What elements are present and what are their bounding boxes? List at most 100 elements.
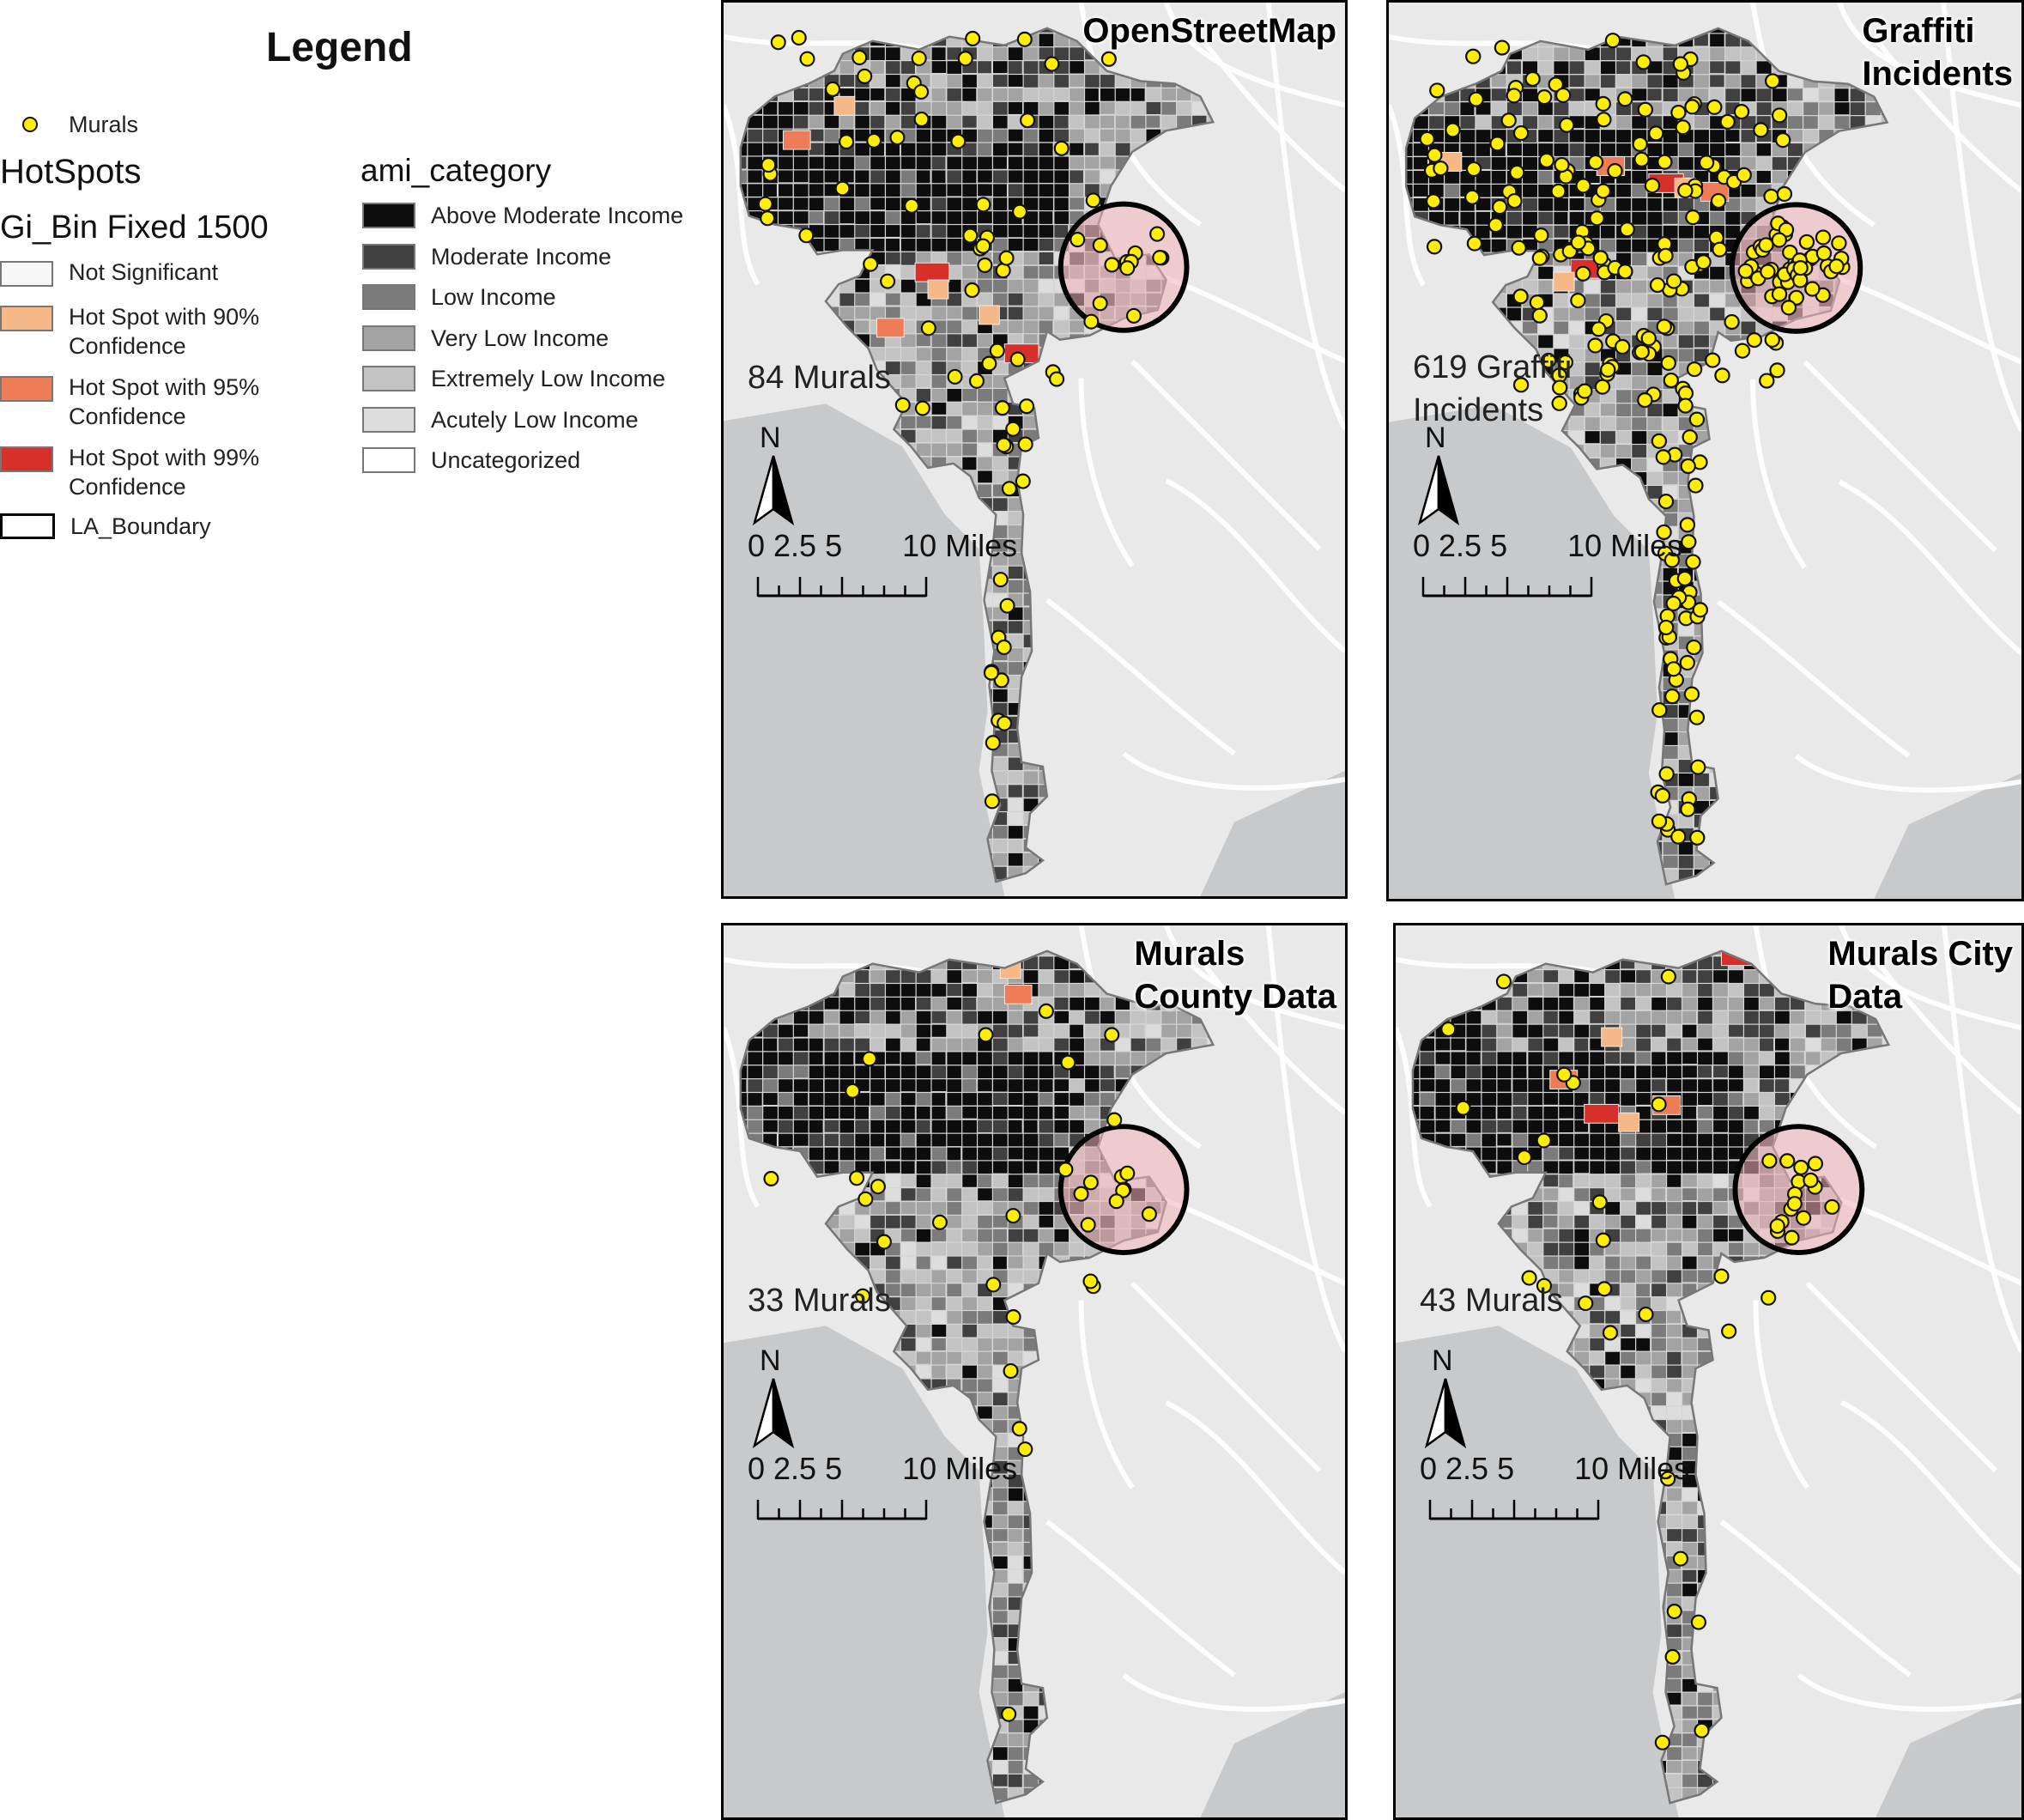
mural-dot [1683, 686, 1700, 702]
tract [1053, 100, 1072, 117]
tract [1099, 73, 1118, 90]
legend-boundary-label: LA_Boundary [70, 513, 211, 539]
tract [1053, 210, 1072, 228]
tract [747, 1065, 765, 1081]
tract [946, 1023, 964, 1039]
road [1837, 3, 2021, 108]
road [1130, 359, 1322, 551]
ami-category-label: Uncategorized [431, 447, 581, 473]
tract [961, 456, 978, 473]
north-arrow-icon [752, 455, 795, 526]
tract [1459, 142, 1478, 158]
tract [961, 401, 979, 417]
tract [1444, 183, 1462, 200]
ami-category-item: Very Low Income [362, 324, 609, 353]
mural-dot [992, 572, 1009, 588]
tract [762, 1037, 779, 1054]
tract [854, 1037, 871, 1053]
tract [762, 1065, 780, 1082]
tract [976, 155, 995, 173]
tract [1677, 155, 1695, 172]
tract [991, 114, 1009, 130]
tract [1521, 101, 1540, 117]
tract [930, 1023, 948, 1038]
tract [1007, 292, 1025, 306]
tract [1521, 155, 1539, 173]
tract [869, 292, 888, 307]
mural-dot [1684, 99, 1700, 115]
tract [1022, 1010, 1040, 1026]
tract [1537, 60, 1556, 76]
tract [869, 46, 888, 62]
tract [854, 210, 873, 228]
tract [1568, 320, 1585, 337]
mural-dot [1714, 367, 1730, 384]
hotspot-tract [782, 130, 811, 150]
tract [915, 223, 931, 240]
mural-dot [1680, 458, 1696, 475]
tract [823, 996, 841, 1010]
mural-dot [1736, 167, 1752, 183]
tract [961, 169, 978, 185]
tract [1145, 1023, 1162, 1039]
tract [1553, 60, 1570, 76]
gi-bin-swatch [0, 261, 53, 287]
tract [1099, 142, 1117, 157]
tract [1412, 155, 1429, 171]
tract [1755, 142, 1773, 157]
tract [1553, 293, 1569, 310]
tract [930, 60, 948, 75]
tract [1083, 87, 1100, 104]
road [1794, 754, 2021, 793]
tract [930, 442, 948, 458]
tract [961, 210, 980, 227]
road [1265, 3, 1345, 431]
tract [1693, 115, 1712, 130]
tract [991, 100, 1011, 117]
tract [1708, 306, 1727, 323]
tract [1553, 197, 1570, 213]
tract [1833, 88, 1850, 103]
tract [1818, 115, 1837, 130]
mural-dot [757, 196, 773, 212]
map-panel-murals-county-data: Murals County Data 33 Murals N 0 2.5 5 10 M… [721, 923, 1348, 1820]
tract [961, 306, 979, 323]
tract [946, 292, 963, 309]
tract [1521, 46, 1540, 63]
tract [1646, 210, 1665, 227]
tract [1506, 142, 1525, 157]
tract [1007, 60, 1023, 76]
tract [1069, 114, 1085, 130]
tract [1818, 101, 1836, 116]
tract [1007, 770, 1024, 785]
tract [884, 1037, 904, 1054]
tract [1069, 1010, 1086, 1026]
tract [930, 333, 949, 349]
mural-dot [1049, 371, 1065, 387]
tract [1038, 1023, 1057, 1039]
tract [1521, 142, 1541, 159]
tract [884, 46, 903, 63]
mural-dot [1600, 361, 1616, 378]
tract [1038, 264, 1055, 280]
tract [1708, 142, 1728, 159]
tract [1007, 169, 1025, 185]
mural-dot [825, 81, 841, 97]
mural-dot [1575, 265, 1591, 282]
mural-dot [894, 397, 911, 413]
mural-dot [1655, 449, 1672, 465]
tract [900, 278, 918, 294]
mural-dot [1595, 95, 1611, 112]
gi-bin-item: Not Significant [0, 258, 218, 287]
mural-dot [1690, 759, 1706, 775]
tract [930, 347, 948, 363]
mural-dot [1419, 130, 1435, 147]
mural-dot [1710, 192, 1727, 209]
tract [1130, 1023, 1146, 1040]
mural-dot [889, 130, 906, 146]
tract [808, 1023, 827, 1040]
tract [946, 319, 964, 337]
gi-bin-label: Hot Spot with 99% Confidence [69, 445, 260, 500]
tract [1038, 969, 1055, 986]
tract [930, 73, 949, 90]
